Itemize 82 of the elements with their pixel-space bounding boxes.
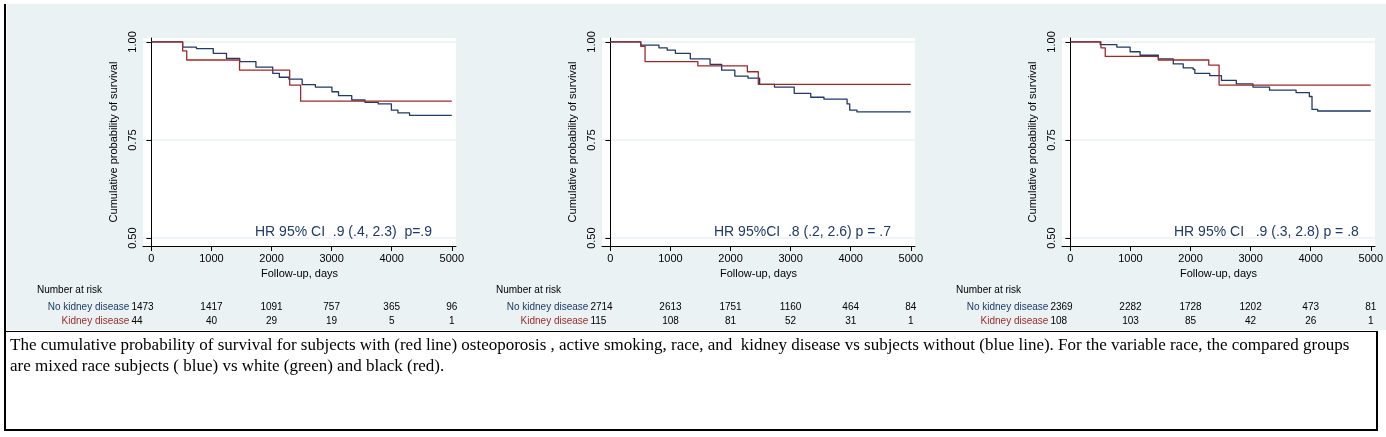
text: 5: [388, 314, 395, 326]
y-tick-label: 0.75: [125, 129, 138, 151]
text: 2369: [1050, 300, 1074, 312]
text: 1473: [131, 300, 155, 312]
text: 1: [1367, 314, 1374, 326]
x-tick-label: 0: [1067, 251, 1074, 264]
x-tick-label: 5000: [1358, 251, 1384, 264]
text: 96: [446, 300, 458, 312]
x-tick-label: 4000: [838, 251, 863, 264]
text: 1751: [719, 300, 743, 312]
text: 2714: [590, 300, 614, 312]
text: 31: [845, 314, 857, 326]
x-tick-label: 3000: [778, 251, 803, 264]
text: 44: [131, 314, 143, 326]
text: 1202: [1239, 300, 1263, 312]
x-axis-title: Follow-up, days: [260, 267, 339, 280]
y-axis-title: Cumulative probability of survival: [565, 61, 578, 223]
text: 1728: [1179, 300, 1203, 312]
y-axis-title: Cumulative probability of survival: [106, 61, 119, 223]
text: 85: [1184, 314, 1197, 326]
text: 81: [724, 314, 737, 326]
y-tick-label: 0.75: [584, 129, 597, 151]
x-tick-label: 1000: [658, 251, 683, 264]
y-tick-label: 1.00: [584, 31, 597, 53]
text: 1: [448, 314, 455, 326]
text: No kidney disease: [47, 300, 130, 312]
text: 1417: [200, 300, 224, 312]
text: 26: [1305, 314, 1317, 326]
y-tick-label: 1.00: [1044, 31, 1057, 53]
x-tick-label: 5000: [439, 251, 465, 264]
y-tick-label: 0.50: [125, 227, 138, 249]
annotation: HR 95%CI .8 (.2, 2.6) p = .7: [714, 223, 892, 239]
x-axis-title: Follow-up, days: [719, 267, 798, 280]
text: 2282: [1119, 300, 1143, 312]
y-tick-label: 0.50: [584, 227, 597, 249]
y-tick-label: 0.50: [1044, 227, 1057, 249]
x-tick-label: 0: [148, 251, 155, 264]
text: The cumulative probability of survival for subjects with (red line) osteoporosis , active smoking, race, and kidney disease vs subjects without (blue line). For the variable race, the compared groups are mixed race subjects ( blue) vs white (green) and black (red).: [4, 331, 1378, 431]
text: 108: [1050, 314, 1068, 326]
text: No kidney disease: [506, 300, 589, 312]
text: Kidney disease: [980, 314, 1049, 326]
text: 108: [662, 314, 680, 326]
text: 103: [1122, 314, 1140, 326]
text: 2613: [659, 300, 683, 312]
text: 1091: [260, 300, 284, 312]
x-tick-label: 3000: [319, 251, 344, 264]
text: Number at risk: [37, 283, 104, 295]
text: Kidney disease: [520, 314, 589, 326]
text: 81: [1365, 300, 1377, 312]
x-tick-label: 4000: [1298, 251, 1323, 264]
x-tick-label: 2000: [259, 251, 284, 264]
x-tick-label: 4000: [379, 251, 404, 264]
text: 1160: [779, 300, 802, 312]
y-tick-label: 1.00: [125, 31, 138, 53]
text: 29: [265, 314, 278, 326]
annotation: HR 95% CI .9 (.4, 2.3) p=.9: [255, 223, 433, 239]
annotation: HR 95% CI .9 (.3, 2.8) p = .8: [1174, 223, 1360, 239]
x-tick-label: 3000: [1238, 251, 1263, 264]
text: Number at risk: [956, 283, 1023, 295]
x-tick-label: 5000: [898, 251, 924, 264]
x-tick-label: 1000: [199, 251, 224, 264]
text: 40: [205, 314, 218, 326]
x-tick-label: 2000: [718, 251, 743, 264]
y-axis-title: Cumulative probability of survival: [1025, 61, 1038, 223]
text: No kidney disease: [966, 300, 1049, 312]
text: 42: [1245, 314, 1257, 326]
x-tick-label: 2000: [1178, 251, 1203, 264]
text: 84: [905, 300, 917, 312]
text: 365: [383, 300, 401, 312]
x-axis-title: Follow-up, days: [1179, 267, 1258, 280]
text: Number at risk: [496, 283, 563, 295]
text: 464: [842, 300, 860, 312]
x-tick-label: 0: [607, 251, 614, 264]
text: 757: [323, 300, 341, 312]
text: Kidney disease: [61, 314, 130, 326]
text: 115: [590, 314, 607, 326]
x-tick-label: 1000: [1118, 251, 1143, 264]
text: 19: [326, 314, 338, 326]
text: 473: [1302, 300, 1320, 312]
y-tick-label: 0.75: [1044, 129, 1057, 151]
text: 1: [907, 314, 914, 326]
text: 52: [785, 314, 797, 326]
